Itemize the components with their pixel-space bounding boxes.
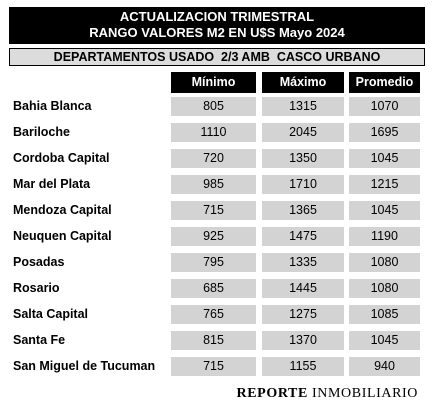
row-max-value: 1445 — [262, 279, 344, 298]
brand-logo: REPORTE INMOBILIARIO — [237, 386, 418, 402]
row-city-label: Cordoba Capital — [13, 151, 110, 165]
row-max-value: 1475 — [262, 227, 344, 246]
row-min-value: 815 — [171, 331, 256, 350]
report-title-banner: ACTUALIZACION TRIMESTRAL RANGO VALORES M… — [9, 7, 425, 44]
row-avg-value: 1045 — [349, 331, 420, 350]
row-min-value: 715 — [171, 201, 256, 220]
row-max-value: 2045 — [262, 123, 344, 142]
row-min-value: 985 — [171, 175, 256, 194]
row-city-label: Bahia Blanca — [13, 99, 92, 113]
row-min-value: 685 — [171, 279, 256, 298]
row-avg-value: 1045 — [349, 201, 420, 220]
row-min-value: 715 — [171, 357, 256, 376]
row-city-label: Rosario — [13, 281, 60, 295]
row-avg-value: 1080 — [349, 253, 420, 272]
row-max-value: 1155 — [262, 357, 344, 376]
row-max-value: 1710 — [262, 175, 344, 194]
row-max-value: 1315 — [262, 97, 344, 116]
row-avg-value: 1695 — [349, 123, 420, 142]
row-avg-value: 1190 — [349, 227, 420, 246]
row-max-value: 1365 — [262, 201, 344, 220]
row-max-value: 1335 — [262, 253, 344, 272]
report-title-line1: ACTUALIZACION TRIMESTRAL — [119, 9, 315, 24]
row-city-label: Mendoza Capital — [13, 203, 112, 217]
column-header-maximo: Máximo — [262, 72, 344, 93]
row-city-label: Mar del Plata — [13, 177, 91, 191]
row-max-value: 1370 — [262, 331, 344, 350]
row-avg-value: 940 — [349, 357, 420, 376]
row-city-label: Posadas — [13, 255, 65, 269]
brand-bold: REPORTE — [236, 386, 308, 401]
row-city-label: Salta Capital — [13, 307, 89, 321]
row-avg-value: 1080 — [349, 279, 420, 298]
report-title-line2: RANGO VALORES M2 EN U$S Mayo 2024 — [89, 25, 345, 40]
row-avg-value: 1215 — [349, 175, 420, 194]
row-avg-value: 1085 — [349, 305, 420, 324]
row-city-label: Neuquen Capital — [13, 229, 112, 243]
brand-regular: INMOBILIARIO — [312, 386, 418, 401]
row-min-value: 1110 — [171, 123, 256, 142]
report-subtitle: DEPARTAMENTOS USADO 2/3 AMB CASCO URBANO — [9, 48, 425, 66]
row-min-value: 720 — [171, 149, 256, 168]
row-avg-value: 1070 — [349, 97, 420, 116]
column-header-promedio: Promedio — [349, 72, 420, 93]
row-avg-value: 1045 — [349, 149, 420, 168]
row-min-value: 925 — [171, 227, 256, 246]
row-max-value: 1275 — [262, 305, 344, 324]
row-min-value: 795 — [171, 253, 256, 272]
column-header-minimo: Mínimo — [171, 72, 256, 93]
row-max-value: 1350 — [262, 149, 344, 168]
row-city-label: Bariloche — [13, 125, 70, 139]
row-min-value: 805 — [171, 97, 256, 116]
row-min-value: 765 — [171, 305, 256, 324]
row-city-label: San Miguel de Tucuman — [13, 359, 156, 373]
row-city-label: Santa Fe — [13, 333, 66, 347]
